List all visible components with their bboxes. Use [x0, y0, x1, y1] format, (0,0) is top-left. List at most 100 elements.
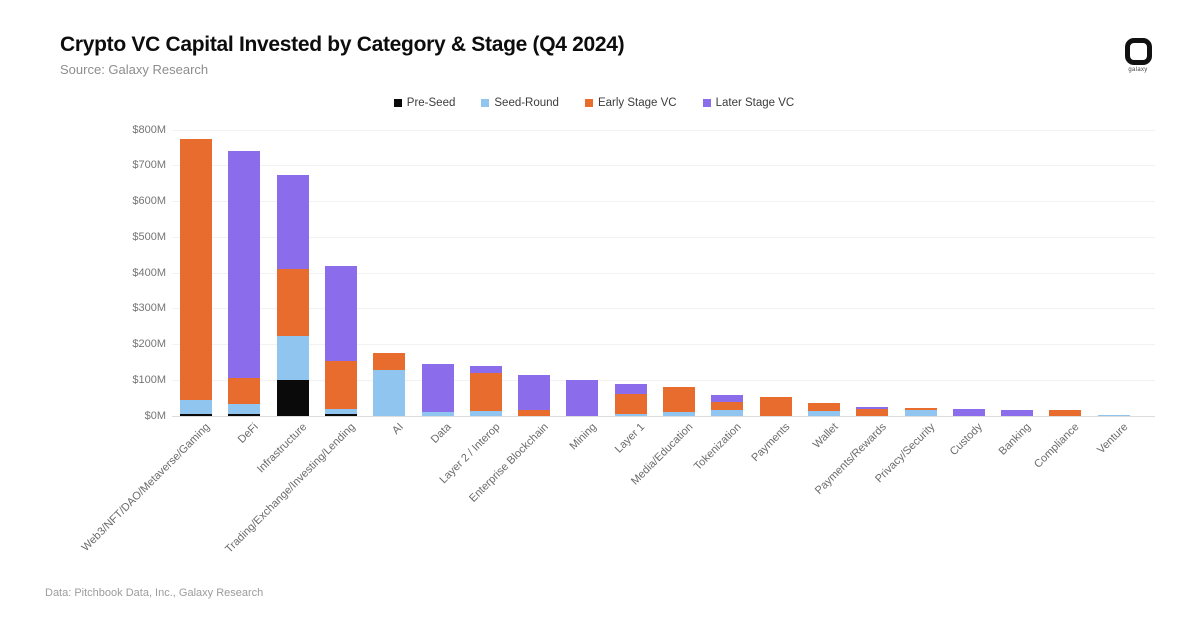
- chart-source: Source: Galaxy Research: [60, 62, 209, 77]
- bar-segment-later-stage-vc: [711, 394, 744, 403]
- bar-segment-early-stage-vc: [276, 269, 309, 336]
- bar-segment-later-stage-vc: [228, 151, 261, 379]
- galaxy-logo-icon: [1124, 38, 1152, 65]
- bar-enterprise-blockchain: [518, 374, 551, 416]
- x-axis-label-wallet: Wallet: [810, 421, 841, 451]
- gridline: [172, 308, 1155, 310]
- legend-swatch-icon: [584, 99, 593, 107]
- legend-label: Seed-Round: [494, 97, 559, 109]
- bar-segment-early-stage-vc: [180, 138, 212, 400]
- bar-segment-early-stage-vc: [614, 393, 647, 415]
- legend-label: Pre-Seed: [406, 97, 456, 109]
- x-axis-label-mining: Mining: [567, 421, 599, 453]
- y-axis-tick-label: $400M: [132, 266, 166, 279]
- bar-segment-pre-seed: [180, 414, 212, 416]
- bar-segment-seed-round: [180, 399, 212, 415]
- y-axis-tick-label: $700M: [132, 159, 166, 172]
- x-axis-label-layer-1: Layer 1: [612, 421, 648, 456]
- bar-segment-seed-round: [373, 369, 406, 416]
- bar-venture: [1097, 414, 1130, 416]
- bar-segment-later-stage-vc: [614, 383, 647, 394]
- x-axis-line: [172, 415, 1155, 417]
- galaxy-logo-text: galaxy: [1128, 67, 1148, 73]
- y-axis-tick-label: $0M: [144, 409, 166, 422]
- bar-segment-seed-round: [469, 410, 502, 416]
- bar-segment-seed-round: [276, 335, 309, 381]
- bar-segment-early-stage-vc: [807, 402, 840, 412]
- bar-segment-later-stage-vc: [518, 374, 551, 410]
- bar-ai: [373, 353, 406, 416]
- x-axis-label-compliance: Compliance: [1032, 421, 1082, 471]
- chart-legend: Pre-Seed Seed-Round Early Stage VC Later St…: [0, 97, 1188, 109]
- x-axis-label-custody: Custody: [948, 421, 986, 459]
- legend-item-later-stage-vc: Later Stage VC: [702, 97, 795, 109]
- bar-data: [421, 364, 454, 416]
- bar-segment-pre-seed: [228, 414, 261, 416]
- gridline: [172, 129, 1155, 131]
- gridline: [172, 236, 1155, 238]
- bar-segment-seed-round: [324, 408, 357, 415]
- bar-infrastructure: [276, 174, 309, 416]
- bar-wallet: [807, 402, 840, 416]
- bar-tokenization: [711, 394, 744, 416]
- bar-segment-early-stage-vc: [228, 378, 261, 404]
- bar-segment-later-stage-vc: [276, 174, 309, 270]
- bar-banking: [1001, 409, 1034, 416]
- bar-media-education: [663, 386, 695, 416]
- bar-defi: [228, 151, 261, 416]
- x-axis-label-web3-nft-dao-metaverse-gaming: Web3/NFT/DAO/Metaverse/Gaming: [79, 421, 213, 554]
- bar-layer-2-interop: [469, 365, 502, 416]
- y-axis-tick-label: $600M: [132, 195, 166, 207]
- bar-segment-later-stage-vc: [469, 365, 502, 374]
- bar-segment-early-stage-vc: [324, 360, 357, 409]
- bar-segment-early-stage-vc: [373, 353, 406, 370]
- bar-segment-seed-round: [663, 411, 695, 416]
- bar-custody: [952, 408, 985, 416]
- bar-segment-later-stage-vc: [421, 364, 454, 413]
- x-axis-label-infrastructure: Infrastructure: [254, 421, 310, 476]
- legend-item-seed-round: Seed-Round: [481, 97, 559, 109]
- bar-segment-later-stage-vc: [324, 265, 357, 361]
- bar-segment-early-stage-vc: [1049, 409, 1082, 416]
- x-axis-label-tokenization: Tokenization: [692, 421, 744, 473]
- bar-segment-seed-round: [421, 412, 454, 416]
- page-title: Crypto VC Capital Invested by Category &…: [60, 33, 625, 56]
- x-axis-label-payments: Payments: [749, 421, 793, 465]
- legend-label: Early Stage VC: [597, 97, 677, 109]
- bar-segment-seed-round: [614, 414, 647, 416]
- bar-segment-early-stage-vc: [711, 402, 744, 411]
- chart-plot: [172, 129, 1155, 417]
- gridline: [172, 272, 1155, 274]
- bar-privacy-security: [904, 407, 937, 416]
- y-axis-tick-label: $500M: [132, 230, 166, 243]
- x-axis-label-ai: AI: [389, 421, 406, 437]
- legend-swatch-icon: [481, 99, 490, 107]
- gridline: [172, 344, 1155, 345]
- gridline: [172, 379, 1155, 381]
- legend-item-pre-seed: Pre-Seed: [393, 97, 456, 109]
- legend-swatch-icon: [702, 99, 711, 107]
- bar-trading-exchange-investing-lending: [324, 265, 357, 416]
- bar-segment-seed-round: [228, 403, 261, 415]
- bar-segment-seed-round: [711, 410, 744, 416]
- bar-segment-early-stage-vc: [663, 386, 695, 412]
- legend-item-early-stage-vc: Early Stage VC: [584, 97, 677, 109]
- bar-web3-nft-dao-metaverse-gaming: [180, 138, 212, 416]
- bar-segment-seed-round: [807, 411, 840, 416]
- bar-segment-early-stage-vc: [856, 409, 889, 416]
- y-axis-tick-label: $300M: [132, 302, 166, 315]
- bar-segment-early-stage-vc: [759, 397, 792, 416]
- bar-segment-early-stage-vc: [904, 407, 937, 411]
- bar-mining: [566, 380, 599, 416]
- bar-segment-later-stage-vc: [856, 406, 889, 410]
- bar-payments: [759, 397, 792, 416]
- bar-segment-early-stage-vc: [518, 409, 551, 416]
- bar-layer-1: [614, 383, 647, 416]
- x-axis-label-venture: Venture: [1094, 421, 1131, 457]
- bar-segment-seed-round: [904, 410, 937, 416]
- bar-segment-pre-seed: [276, 380, 309, 416]
- legend-label: Later Stage VC: [715, 97, 795, 109]
- bar-payments-rewards: [856, 406, 889, 416]
- gridline: [172, 201, 1155, 202]
